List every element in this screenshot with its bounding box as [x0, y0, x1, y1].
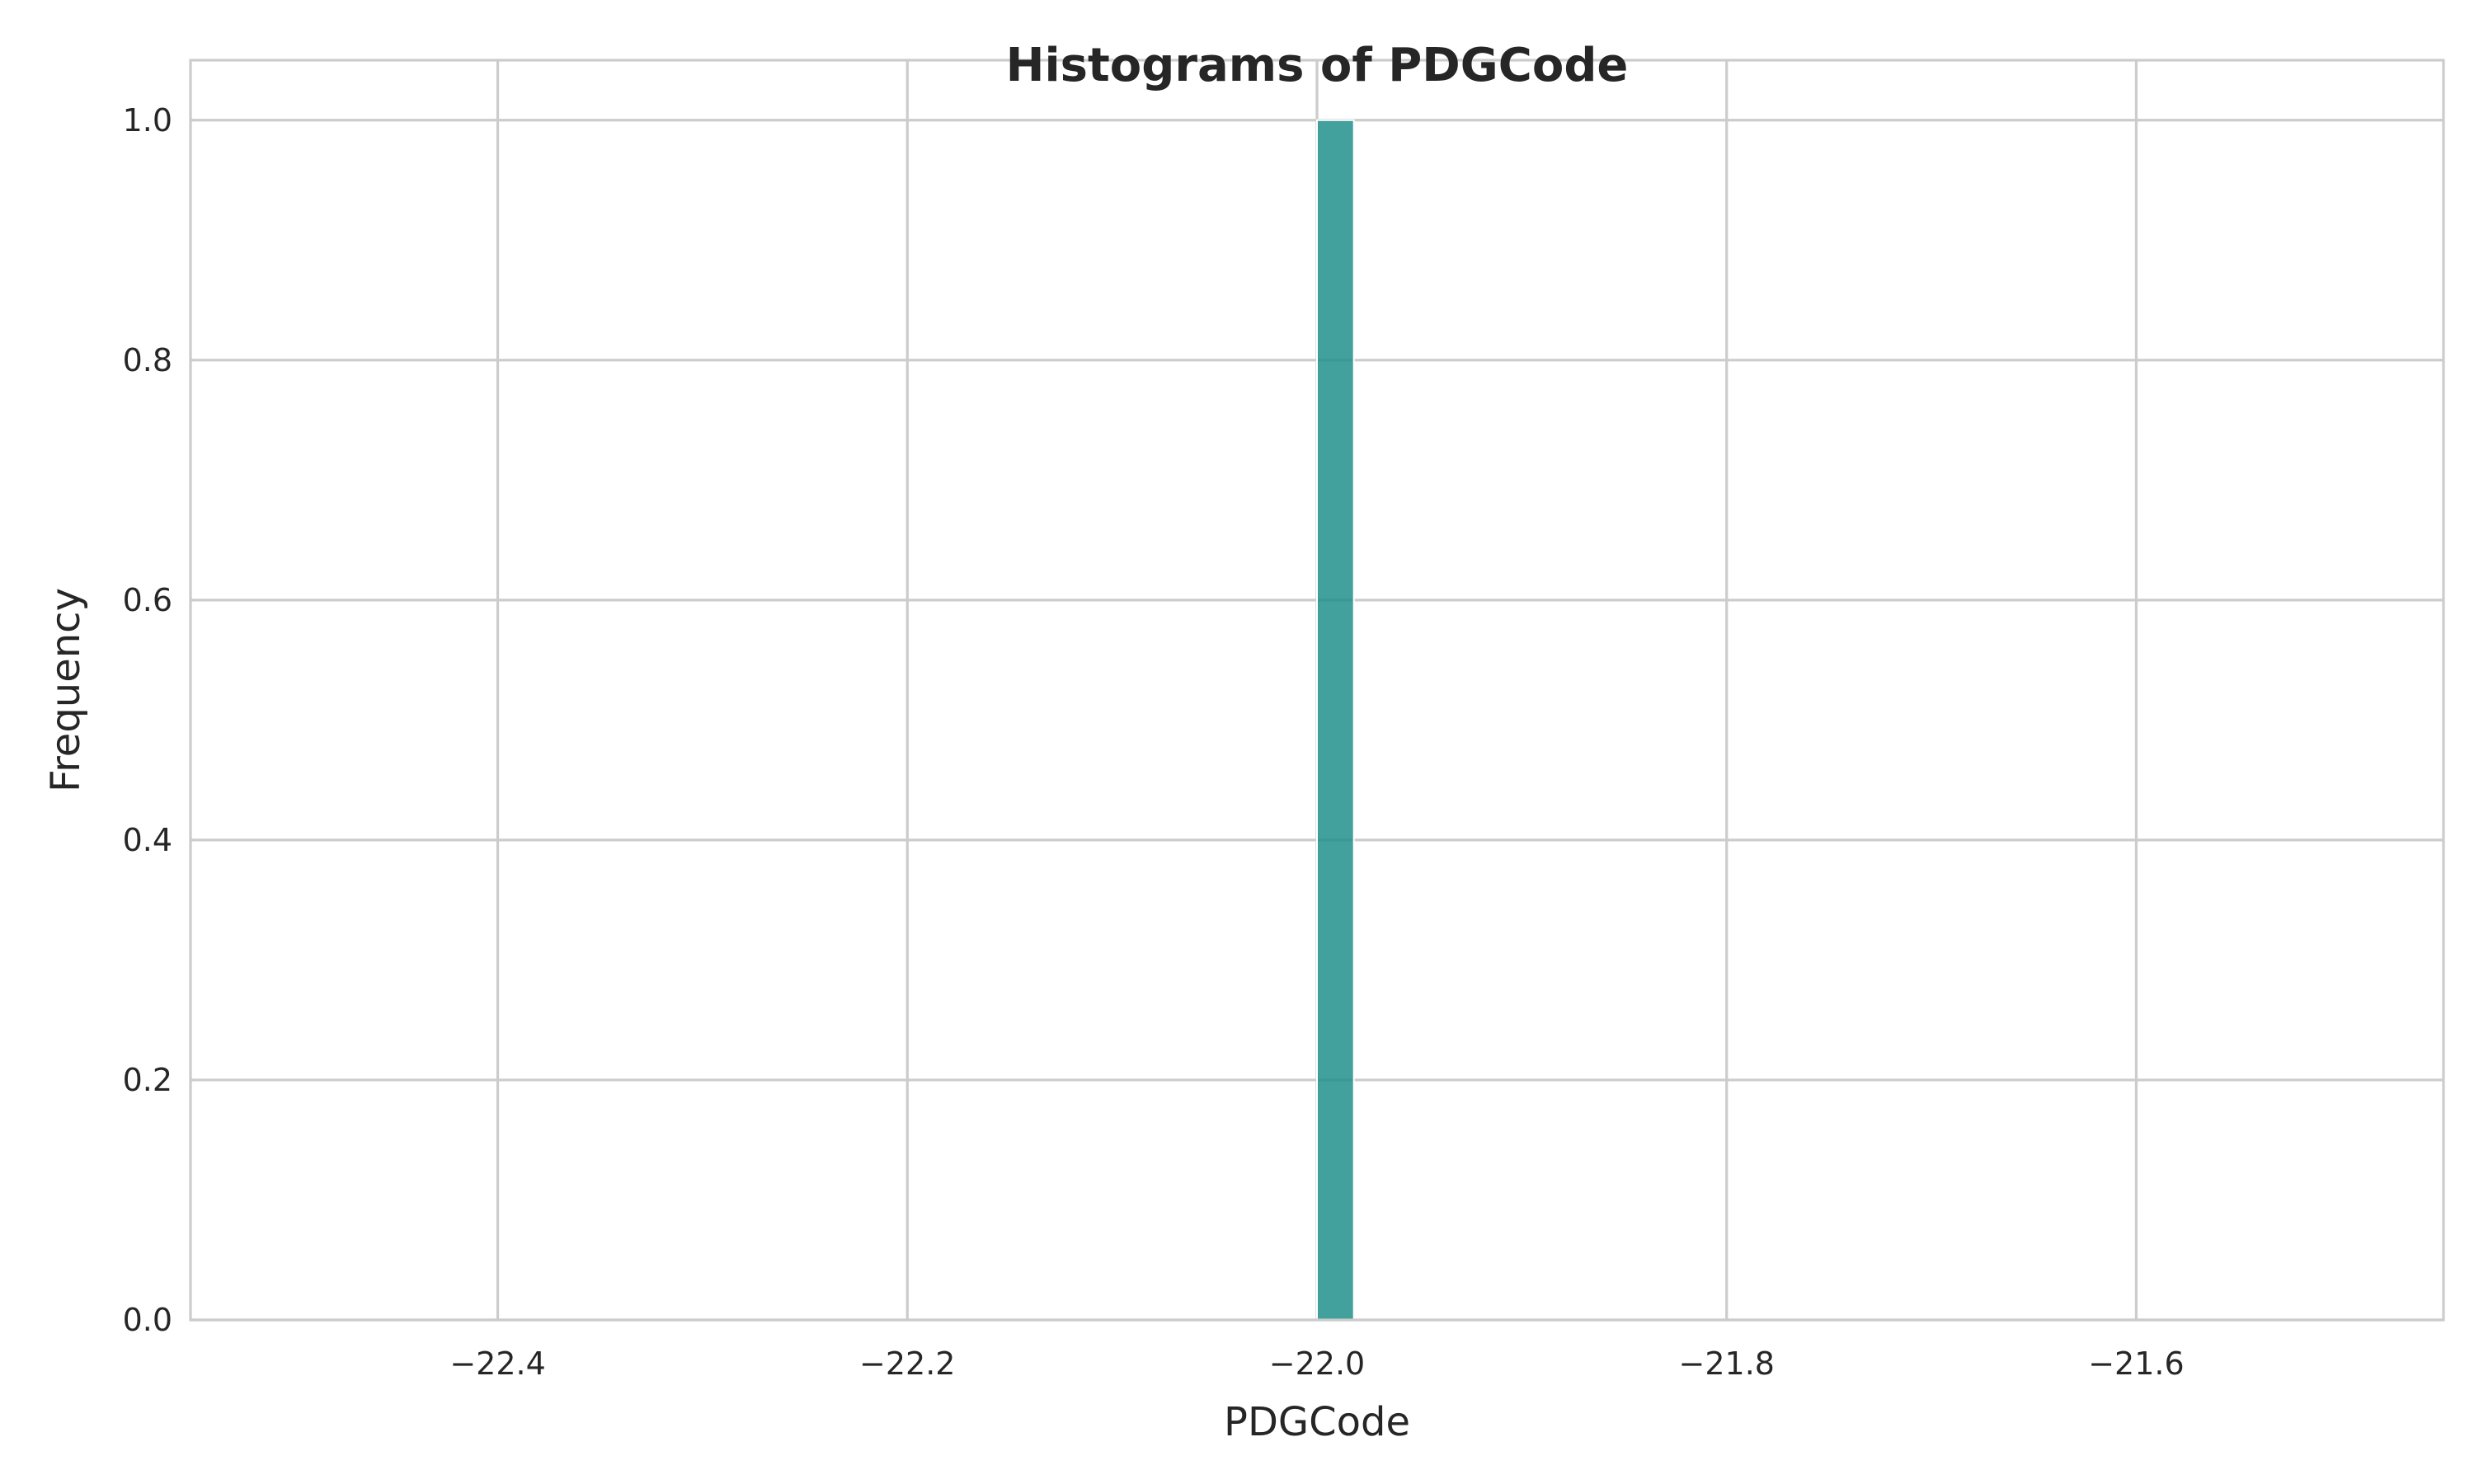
bars	[1316, 119, 1355, 1321]
y-axis-label: Frequency	[43, 588, 89, 792]
histogram-bar	[1316, 119, 1355, 1321]
x-tick-label: −21.6	[2088, 1345, 2184, 1382]
y-tick-label: 0.6	[123, 582, 172, 618]
x-tick-label: −22.2	[859, 1345, 955, 1382]
tick-labels: −22.4 −22.2 −22.0 −21.8 −21.6 0.0 0.2 0.4 0.6 0.8…	[123, 102, 2185, 1382]
x-tick-label: −22.0	[1269, 1345, 1365, 1382]
x-tick-label: −21.8	[1679, 1345, 1775, 1382]
x-tick-label: −22.4	[449, 1345, 545, 1382]
y-tick-label: 1.0	[123, 102, 172, 139]
y-tick-label: 0.8	[123, 342, 172, 378]
y-tick-label: 0.0	[123, 1302, 172, 1338]
y-tick-label: 0.4	[123, 822, 172, 858]
plot-frame	[189, 59, 2445, 1322]
x-axis-label: PDGCode	[1224, 1399, 1410, 1445]
y-tick-label: 0.2	[123, 1062, 172, 1098]
chart-title: Histograms of PDGCode	[1006, 39, 1629, 92]
